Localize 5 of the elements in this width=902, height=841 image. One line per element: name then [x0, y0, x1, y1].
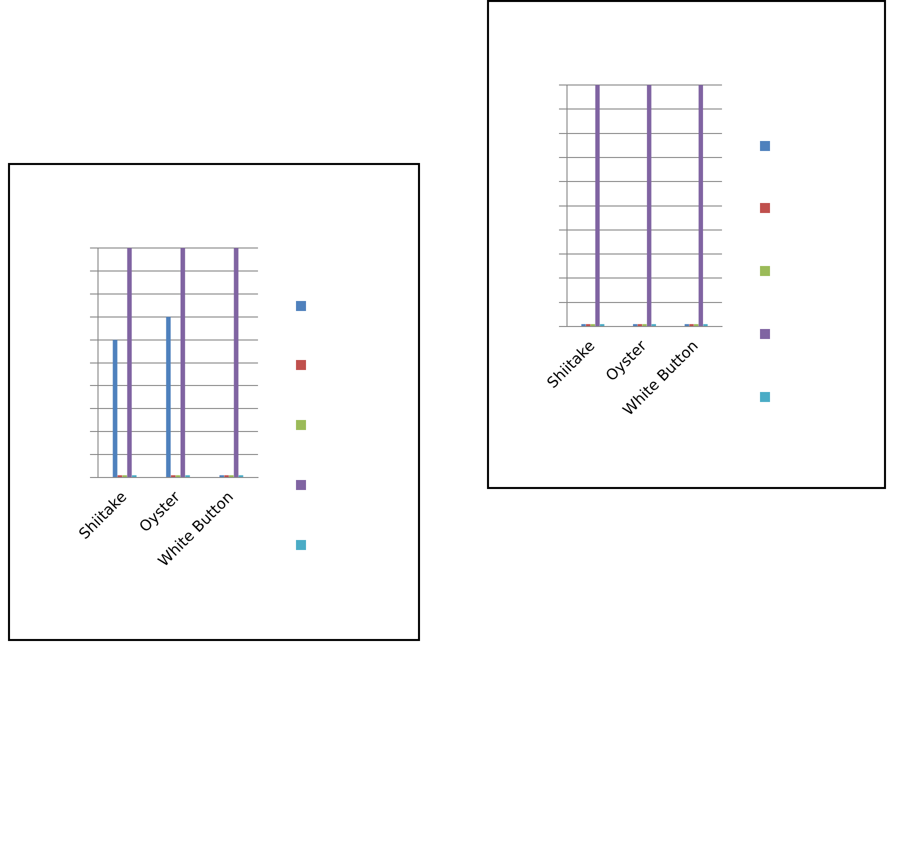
bar: [234, 248, 238, 478]
bar: [127, 248, 132, 478]
bar: [180, 248, 186, 478]
bar: [166, 316, 171, 478]
bar: [112, 340, 118, 478]
